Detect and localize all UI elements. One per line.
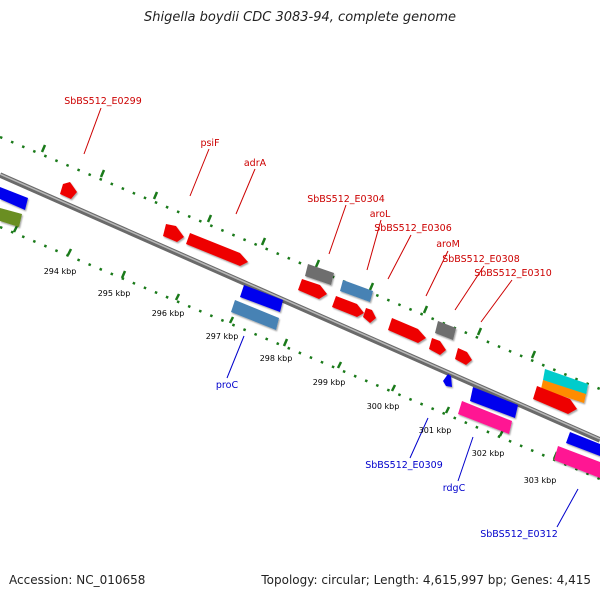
gene-label-proc: proC	[216, 380, 239, 391]
gene-feature	[340, 280, 373, 302]
map-title: Shigella boydii CDC 3083-94, complete ge…	[143, 10, 457, 25]
gene-feature	[455, 348, 472, 365]
forward-features	[0, 182, 588, 414]
inner-major-tick	[390, 384, 397, 392]
kbp-label: 295 kbp	[98, 289, 131, 298]
topology-text: Topology: circular; Length: 4,615,997 bp…	[261, 573, 591, 587]
gene-feature	[533, 386, 577, 414]
accession-text: Accession: NC_010658	[9, 573, 146, 587]
gene-feature	[388, 318, 426, 343]
outer-major-tick	[476, 327, 483, 336]
gene-feature	[60, 182, 77, 199]
gene-feature	[0, 187, 28, 210]
gene-label-adra: adrA	[244, 158, 267, 169]
gene-label-sbbs512-e0308: SbBS512_E0308	[442, 254, 520, 265]
gene-feature	[0, 208, 22, 227]
outer-major-tick	[368, 282, 375, 291]
gene-feature	[470, 387, 518, 418]
gene-feature	[458, 401, 512, 434]
gene-feature	[363, 308, 376, 323]
gene-label-arom: aroM	[436, 239, 460, 250]
kbp-label: 298 kbp	[260, 354, 293, 363]
kbp-label: 297 kbp	[206, 332, 239, 341]
kbp-tick-labels: 294 kbp 295 kbp 296 kbp 297 kbp 298 kbp …	[44, 267, 557, 485]
gene-feature	[443, 374, 452, 387]
kbp-label: 303 kbp	[524, 476, 557, 485]
gene-feature	[566, 432, 600, 456]
reverse-features	[231, 285, 600, 478]
outer-major-tick	[530, 350, 537, 359]
gene-label-rdgc: rdgC	[443, 483, 466, 494]
inner-tick-rail	[0, 225, 600, 481]
gene-feature	[543, 369, 588, 395]
gene-label-sbbs512-e0299: SbBS512_E0299	[64, 96, 142, 107]
outer-major-tick	[152, 191, 159, 200]
gene-feature	[305, 264, 334, 285]
gene-label-arol: aroL	[370, 209, 391, 220]
kbp-label: 301 kbp	[419, 426, 452, 435]
reverse-gene-labels[interactable]: proC SbBS512_E0309 rdgC SbBS512_E0312	[216, 380, 558, 540]
gene-label-sbbs512-e0304: SbBS512_E0304	[307, 194, 385, 205]
gene-feature	[332, 296, 364, 317]
gene-label-sbbs512-e0312: SbBS512_E0312	[480, 529, 558, 540]
gene-feature	[231, 300, 279, 330]
gene-feature	[554, 446, 600, 478]
gene-feature	[298, 279, 327, 299]
gene-feature	[186, 233, 248, 266]
inner-major-tick	[66, 248, 73, 256]
gene-label-sbbs512-e0310: SbBS512_E0310	[474, 268, 552, 279]
kbp-label: 299 kbp	[313, 378, 346, 387]
gene-label-psif: psiF	[200, 138, 219, 149]
reverse-label-lines	[226, 335, 579, 528]
outer-major-tick	[314, 259, 321, 268]
inner-major-tick	[174, 293, 181, 301]
gene-feature	[541, 380, 586, 403]
forward-label-lines	[83, 107, 513, 323]
outer-tick-rail	[0, 135, 600, 391]
gene-label-sbbs512-e0306: SbBS512_E0306	[374, 223, 452, 234]
kbp-label: 300 kbp	[367, 402, 400, 411]
outer-major-tick	[40, 144, 47, 153]
inner-major-tick	[12, 225, 19, 233]
inner-major-tick	[336, 361, 343, 369]
inner-major-tick	[228, 316, 235, 324]
genome-backbone	[0, 172, 600, 443]
inner-major-tick	[444, 406, 451, 414]
kbp-label: 302 kbp	[472, 449, 505, 458]
forward-gene-labels[interactable]: SbBS512_E0299 psiF adrA SbBS512_E0304 ar…	[64, 96, 552, 279]
gene-feature	[163, 224, 184, 242]
kbp-label: 294 kbp	[44, 267, 77, 276]
outer-major-tick	[206, 214, 213, 223]
outer-major-tick	[99, 169, 106, 178]
gene-feature	[429, 338, 446, 355]
outer-major-tick	[260, 237, 267, 246]
kbp-label: 296 kbp	[152, 309, 185, 318]
gene-feature	[240, 285, 283, 312]
gene-feature	[435, 321, 456, 340]
gene-label-sbbs512-e0309: SbBS512_E0309	[365, 460, 443, 471]
inner-major-tick	[282, 338, 289, 347]
inner-major-tick	[120, 270, 127, 279]
outer-major-tick	[422, 305, 429, 314]
